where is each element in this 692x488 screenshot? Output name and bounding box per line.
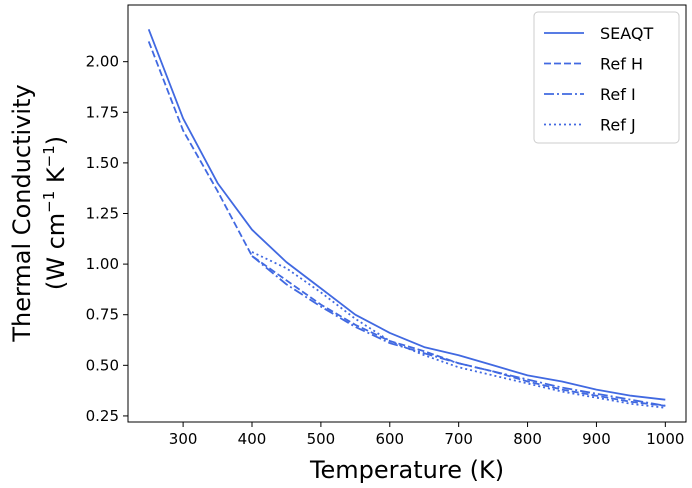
y-axis-label-line1: Thermal Conductivity: [8, 84, 36, 342]
series-line-ref-h: [147, 41, 666, 407]
y-tick-label: 1.25: [86, 205, 119, 223]
series-line-seaqt: [147, 28, 666, 401]
y-axis-label: Thermal Conductivity (W cm−1 K−1): [8, 84, 70, 342]
x-tick-label: 400: [238, 430, 267, 448]
x-axis-label: Temperature (K): [309, 456, 504, 484]
y-axis-unit-part3: ): [42, 136, 70, 145]
legend-label: Ref I: [600, 85, 636, 104]
y-tick-label: 2.00: [86, 53, 119, 71]
y-tick-label: 0.75: [86, 306, 119, 324]
y-axis-unit-part2: K: [42, 166, 70, 191]
x-tick-label: 800: [513, 430, 542, 448]
x-tick-label: 1000: [646, 430, 684, 448]
plot-frame: [127, 4, 687, 423]
y-tick-label: 0.25: [86, 407, 119, 425]
x-tick-label: 700: [444, 430, 473, 448]
x-tick-label: 600: [375, 430, 404, 448]
y-axis-unit-part1: (W cm: [42, 213, 70, 290]
x-tick-label: 500: [307, 430, 336, 448]
series-lines: [147, 28, 666, 409]
series-line-ref-j: [251, 251, 666, 409]
x-tick-label: 300: [169, 430, 198, 448]
y-axis-unit-exp1: −1: [40, 191, 58, 213]
legend-label: Ref J: [600, 116, 636, 135]
legend-label: Ref H: [600, 55, 643, 74]
legend: SEAQT Ref H Ref I Ref J: [533, 11, 680, 144]
y-tick-label: 1.75: [86, 103, 119, 121]
series-line-ref-i: [251, 255, 666, 407]
y-axis-label-line2: (W cm−1 K−1): [40, 136, 70, 290]
legend-label: SEAQT: [600, 24, 654, 43]
y-tick-label: 1.00: [86, 255, 119, 273]
x-tick-label: 900: [582, 430, 611, 448]
legend-box: [533, 11, 680, 144]
y-tick-label: 0.50: [86, 356, 119, 374]
y-axis-unit-exp2: −1: [40, 145, 58, 167]
axis-ticks: 300 400 500 600 700 800 900 1000 0.25 0.50 0.75 1.0…: [86, 53, 685, 448]
y-tick-label: 1.50: [86, 154, 119, 172]
